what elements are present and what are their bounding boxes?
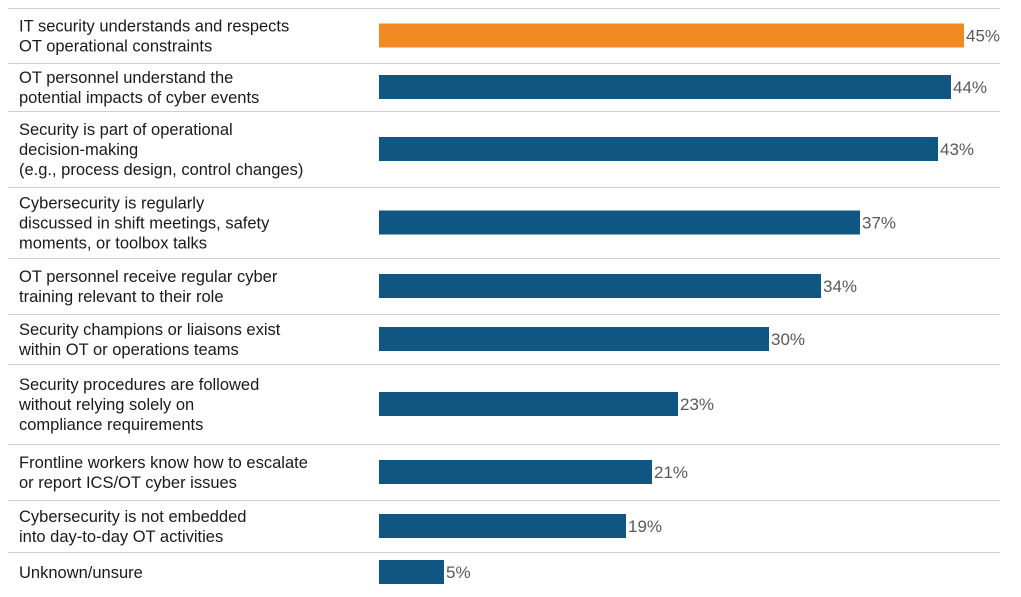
value-label: 44%: [953, 78, 987, 97]
bar: [379, 23, 964, 48]
bar: [379, 560, 444, 584]
category-label: IT security understands and respects OT o…: [19, 18, 289, 56]
category-label: OT personnel understand the potential imp…: [19, 69, 259, 107]
value-label: 21%: [654, 463, 688, 482]
bar: [379, 460, 652, 484]
category-label: Frontline workers know how to escalate or…: [19, 454, 308, 492]
category-label: Cybersecurity is regularly discussed in s…: [19, 195, 270, 253]
value-label: 19%: [628, 517, 662, 536]
category-label: Security is part of operational decision-…: [19, 121, 303, 179]
bar: [379, 392, 678, 416]
value-label: 5%: [446, 563, 471, 582]
value-label: 34%: [823, 277, 857, 296]
value-label: 43%: [940, 140, 974, 159]
bar: [379, 137, 938, 161]
bar: [379, 327, 769, 351]
category-label: Security champions or liaisons exist with…: [18, 321, 281, 359]
category-label: OT personnel receive regular cyber traini…: [19, 268, 278, 306]
value-label: 45%: [966, 27, 1000, 46]
value-label: 23%: [680, 395, 714, 414]
bar: [379, 274, 821, 298]
category-label: Unknown/unsure: [19, 564, 143, 582]
bar: [379, 75, 951, 99]
bar: [379, 514, 626, 538]
value-label: 30%: [771, 330, 805, 349]
category-label: Security procedures are followed without …: [18, 376, 259, 434]
value-label: 37%: [862, 214, 896, 233]
category-label: Cybersecurity is not embedded into day-to…: [19, 508, 246, 546]
bar: [379, 210, 860, 235]
